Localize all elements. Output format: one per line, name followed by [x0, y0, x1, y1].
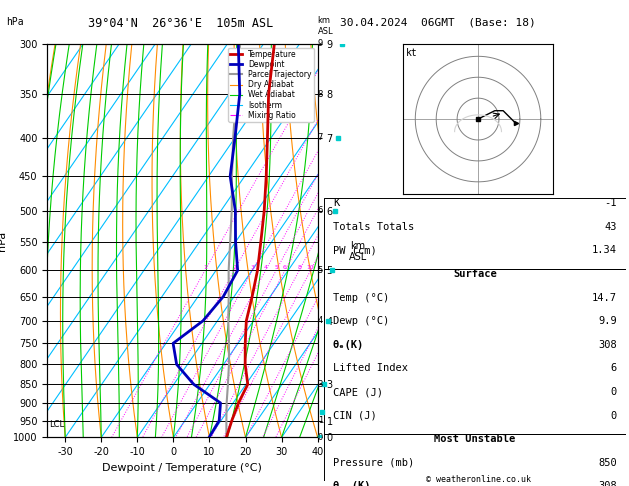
Text: 5: 5: [318, 266, 323, 275]
Text: 9: 9: [318, 39, 323, 48]
Text: 4: 4: [318, 316, 323, 325]
Text: 1: 1: [318, 416, 323, 425]
Text: 10: 10: [307, 265, 314, 270]
Text: 308: 308: [598, 482, 617, 486]
Text: -1: -1: [604, 198, 617, 208]
Text: 7: 7: [318, 133, 323, 142]
Legend: Temperature, Dewpoint, Parcel Trajectory, Dry Adiabat, Wet Adiabat, Isotherm, Mi: Temperature, Dewpoint, Parcel Trajectory…: [228, 48, 314, 122]
Text: 3: 3: [250, 265, 254, 270]
Text: 30.04.2024  06GMT  (Base: 18): 30.04.2024 06GMT (Base: 18): [340, 17, 535, 27]
Text: 39°04'N  26°36'E  105m ASL: 39°04'N 26°36'E 105m ASL: [88, 17, 274, 30]
Text: 6: 6: [283, 265, 287, 270]
Text: 14.7: 14.7: [592, 293, 617, 303]
Text: θₑ (K): θₑ (K): [333, 482, 370, 486]
Text: 8: 8: [298, 265, 301, 270]
Text: 2: 2: [232, 265, 237, 270]
Text: 3: 3: [318, 380, 323, 389]
Text: Temp (°C): Temp (°C): [333, 293, 389, 303]
Text: LCL: LCL: [49, 419, 64, 429]
Text: 8: 8: [318, 89, 323, 99]
Text: km
ASL: km ASL: [318, 17, 333, 36]
Text: CAPE (J): CAPE (J): [333, 387, 383, 397]
Text: 850: 850: [598, 458, 617, 468]
Text: © weatheronline.co.uk: © weatheronline.co.uk: [426, 474, 530, 484]
Text: Surface: Surface: [453, 269, 497, 279]
Text: K: K: [333, 198, 339, 208]
Text: Most Unstable: Most Unstable: [434, 434, 516, 444]
Text: Dewp (°C): Dewp (°C): [333, 316, 389, 326]
Text: 1: 1: [203, 265, 207, 270]
Text: Lifted Index: Lifted Index: [333, 364, 408, 373]
Text: Pressure (mb): Pressure (mb): [333, 458, 415, 468]
Text: 6: 6: [611, 364, 617, 373]
Text: 9.9: 9.9: [598, 316, 617, 326]
Text: kt: kt: [406, 48, 418, 58]
Text: PW (cm): PW (cm): [333, 245, 377, 256]
X-axis label: Dewpoint / Temperature (°C): Dewpoint / Temperature (°C): [103, 463, 262, 473]
Text: 0: 0: [611, 387, 617, 397]
Y-axis label: hPa: hPa: [0, 230, 8, 251]
Text: θₑ(K): θₑ(K): [333, 340, 364, 350]
Text: 4: 4: [264, 265, 267, 270]
Text: 0: 0: [318, 433, 323, 442]
Text: 5: 5: [274, 265, 278, 270]
Text: 43: 43: [604, 222, 617, 232]
Text: Totals Totals: Totals Totals: [333, 222, 415, 232]
Text: 0: 0: [611, 411, 617, 420]
Text: 1.34: 1.34: [592, 245, 617, 256]
Text: CIN (J): CIN (J): [333, 411, 377, 420]
Text: 308: 308: [598, 340, 617, 350]
Text: 6: 6: [318, 206, 323, 215]
Text: hPa: hPa: [6, 17, 24, 27]
Y-axis label: km
ASL: km ASL: [349, 241, 367, 262]
